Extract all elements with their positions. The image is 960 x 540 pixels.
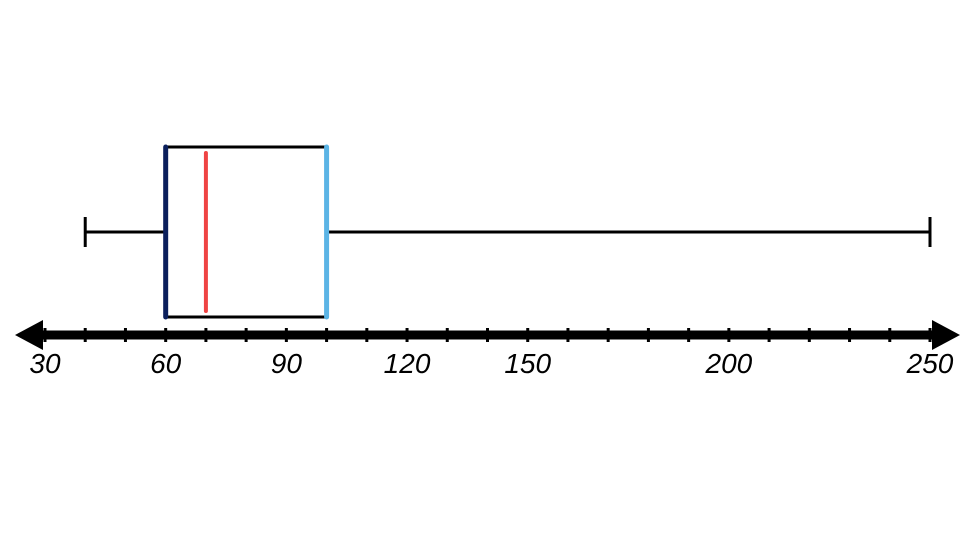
axis-label: 200 xyxy=(705,348,753,379)
axis-label: 150 xyxy=(504,348,551,379)
axis-label: 120 xyxy=(384,348,431,379)
axis-label: 30 xyxy=(29,348,61,379)
axis-arrow-left-icon xyxy=(15,320,43,350)
axis-arrow-right-icon xyxy=(932,320,960,350)
axis-label: 60 xyxy=(150,348,182,379)
axis-label: 90 xyxy=(271,348,303,379)
axis-label: 250 xyxy=(906,348,954,379)
